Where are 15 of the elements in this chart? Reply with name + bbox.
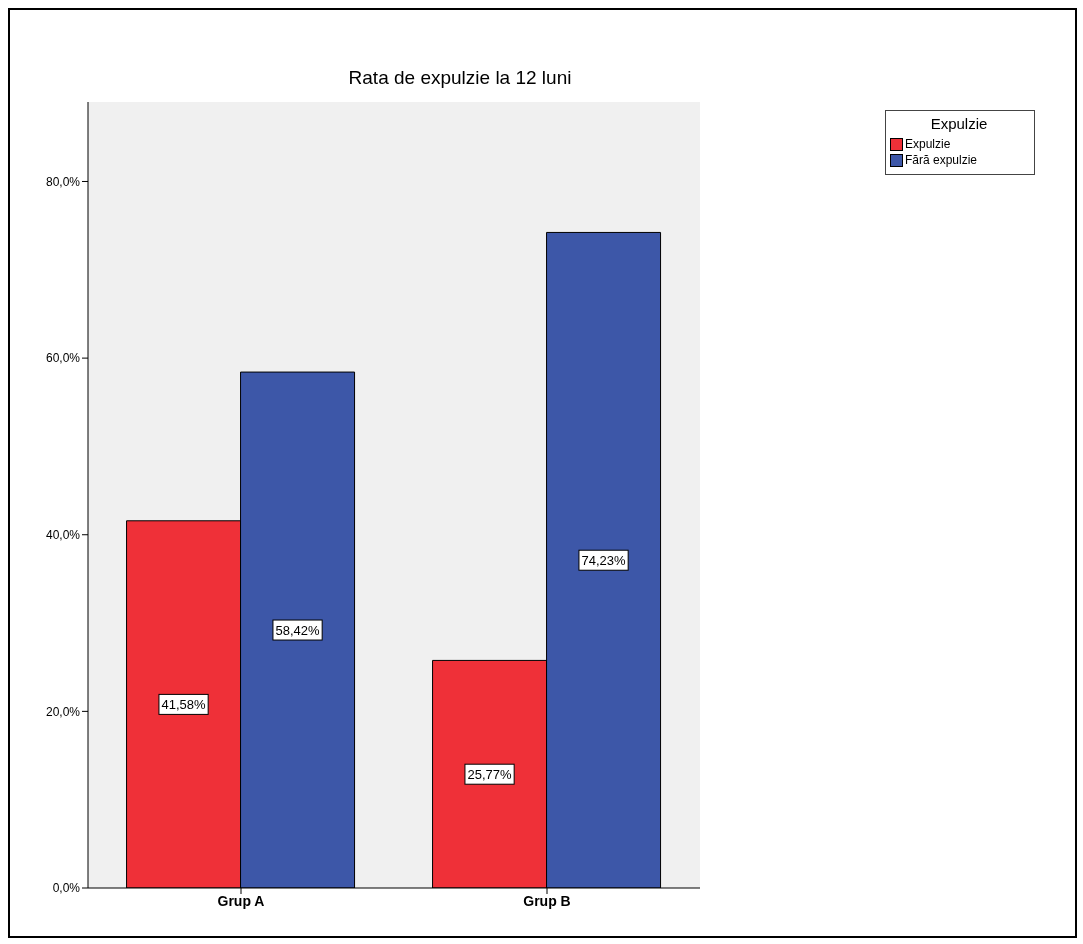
y-tick-label: 0,0% [52,881,81,896]
x-tick-label: Grup A [217,892,265,909]
data-label: 41,58% [161,697,207,713]
legend-label: Expulzie [905,136,951,152]
chart-title: Rata de expulzie la 12 luni [347,67,573,89]
y-tick-label: 60,0% [45,351,81,366]
y-tick-label: 20,0% [45,704,81,719]
data-label: 74,23% [581,553,627,569]
x-tick-label: Grup B [523,892,571,909]
data-label: 25,77% [467,767,513,783]
data-label: 58,42% [275,623,321,639]
y-tick-label: 80,0% [45,174,81,189]
legend-label: Fără expulzie [905,152,978,168]
legend-title: Expulzie [929,115,989,132]
y-tick-label: 40,0% [45,528,81,542]
